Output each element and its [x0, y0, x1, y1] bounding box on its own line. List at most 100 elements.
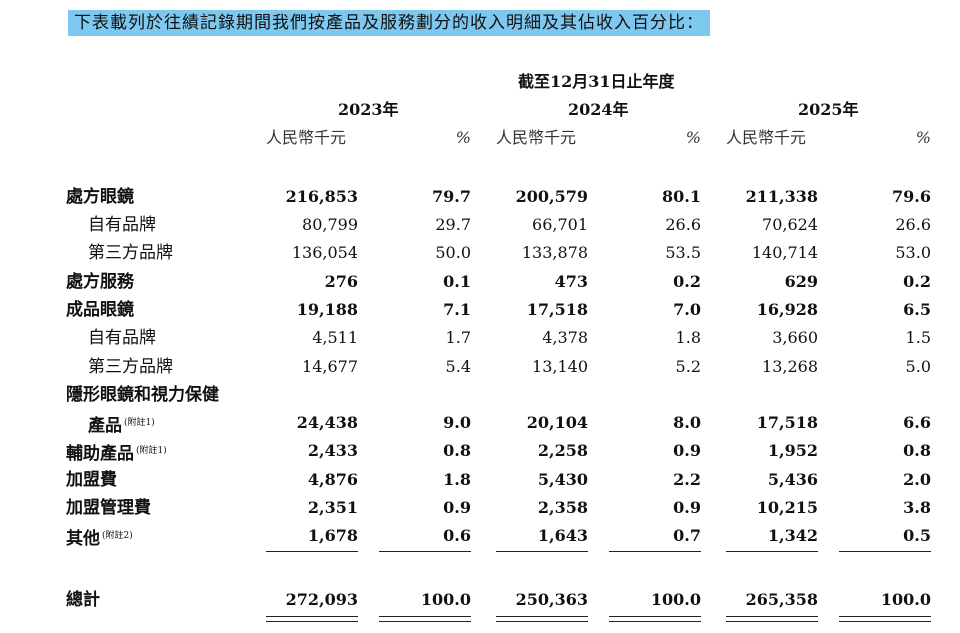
row-label: 第三方品牌 [66, 241, 173, 265]
percent-cell: 0.7 [673, 526, 701, 545]
percent-cell: 1.7 [445, 328, 471, 347]
amount-cell: 276 [324, 272, 358, 291]
row-label-text: 自有品牌 [88, 215, 156, 235]
amount-cell: 20,104 [526, 413, 588, 432]
row-label: 自有品牌 [66, 213, 156, 237]
subtotal-rule [379, 551, 471, 552]
percent-cell: 0.2 [673, 272, 701, 291]
row-label: 自有品牌 [66, 326, 156, 350]
percent-cell: 0.5 [903, 526, 931, 545]
amount-cell: 1,952 [767, 441, 818, 460]
unit-header: 人民幣千元 [266, 128, 347, 147]
unit-header: 人民幣千元 [496, 128, 577, 147]
percent-cell: 0.2 [903, 272, 931, 291]
percent-cell: 2.0 [903, 470, 931, 489]
row-label-text: 自有品牌 [88, 328, 156, 348]
amount-cell: 16,928 [756, 300, 818, 319]
footnote-ref: (附註2) [102, 531, 133, 541]
unit-header: 人民幣千元 [726, 128, 807, 147]
amount-cell: 13,268 [762, 357, 818, 376]
row-label-text: 輔助產品 [66, 444, 134, 464]
percent-cell: 8.0 [673, 413, 701, 432]
amount-cell: 13,140 [532, 357, 588, 376]
amount-cell: 14,677 [302, 357, 358, 376]
total-double-rule [726, 616, 818, 622]
amount-cell: 4,876 [307, 470, 358, 489]
row-label-text: 成品眼鏡 [66, 300, 134, 320]
subtotal-rule [266, 551, 358, 552]
amount-cell: 17,518 [756, 413, 818, 432]
total-percent-cell: 100.0 [880, 590, 931, 609]
percent-cell: 0.6 [443, 526, 471, 545]
year-header: 2024年 [568, 100, 629, 119]
percent-cell: 26.6 [895, 215, 931, 234]
row-label-text: 處方眼鏡 [66, 187, 134, 207]
total-double-rule [609, 616, 701, 622]
percent-cell: 0.9 [673, 498, 701, 517]
amount-cell: 2,258 [537, 441, 588, 460]
amount-cell: 200,579 [515, 187, 588, 206]
amount-cell: 2,433 [307, 441, 358, 460]
amount-cell: 70,624 [762, 215, 818, 234]
total-double-rule [379, 616, 471, 622]
period-header: 截至12月31日止年度 [518, 72, 675, 91]
percent-cell: 7.1 [443, 300, 471, 319]
footnote-ref: (附註1) [124, 418, 155, 428]
intro-sentence: 下表載列於往績記錄期間我們按產品及服務劃分的收入明細及其佔收入百分比： [68, 10, 710, 36]
row-label: 產品 (附註1) [66, 411, 155, 436]
amount-cell: 133,878 [521, 243, 588, 262]
amount-cell: 4,378 [542, 328, 588, 347]
percent-cell: 3.8 [903, 498, 931, 517]
percent-cell: 79.6 [892, 187, 931, 206]
row-label: 加盟費 [66, 468, 117, 492]
subtotal-rule [726, 551, 818, 552]
subtotal-rule [839, 551, 931, 552]
percent-header: % [455, 128, 471, 147]
percent-cell: 0.1 [443, 272, 471, 291]
percent-cell: 1.5 [905, 328, 931, 347]
row-label: 第三方品牌 [66, 355, 173, 379]
total-double-rule [266, 616, 358, 622]
percent-header: % [915, 128, 931, 147]
row-label-text: 產品 [88, 416, 122, 436]
percent-cell: 50.0 [435, 243, 471, 262]
amount-cell: 5,436 [767, 470, 818, 489]
percent-cell: 5.2 [675, 357, 701, 376]
percent-cell: 26.6 [665, 215, 701, 234]
total-double-rule [496, 616, 588, 622]
amount-cell: 17,518 [526, 300, 588, 319]
amount-cell: 10,215 [756, 498, 818, 517]
row-label-text: 第三方品牌 [88, 243, 173, 263]
amount-cell: 80,799 [302, 215, 358, 234]
percent-header: % [685, 128, 701, 147]
percent-cell: 1.8 [675, 328, 701, 347]
percent-cell: 6.6 [903, 413, 931, 432]
row-label: 處方眼鏡 [66, 185, 134, 209]
row-label: 隱形眼鏡和視力保健 [66, 383, 219, 407]
percent-cell: 0.9 [673, 441, 701, 460]
percent-cell: 0.8 [903, 441, 931, 460]
amount-cell: 24,438 [296, 413, 358, 432]
percent-cell: 1.8 [443, 470, 471, 489]
row-label-text: 其他 [66, 529, 100, 549]
amount-cell: 4,511 [312, 328, 358, 347]
year-header: 2025年 [798, 100, 859, 119]
amount-cell: 66,701 [532, 215, 588, 234]
percent-cell: 53.5 [665, 243, 701, 262]
percent-cell: 5.4 [445, 357, 471, 376]
total-amount-cell: 265,358 [745, 590, 818, 609]
amount-cell: 5,430 [537, 470, 588, 489]
percent-cell: 6.5 [903, 300, 931, 319]
total-amount-cell: 250,363 [515, 590, 588, 609]
percent-cell: 79.7 [432, 187, 471, 206]
amount-cell: 3,660 [772, 328, 818, 347]
row-label: 處方服務 [66, 270, 134, 294]
amount-cell: 136,054 [291, 243, 358, 262]
amount-cell: 1,643 [537, 526, 588, 545]
amount-cell: 211,338 [745, 187, 818, 206]
year-header: 2023年 [338, 100, 399, 119]
subtotal-rule [609, 551, 701, 552]
subtotal-rule [496, 551, 588, 552]
total-percent-cell: 100.0 [650, 590, 701, 609]
total-amount-cell: 272,093 [285, 590, 358, 609]
